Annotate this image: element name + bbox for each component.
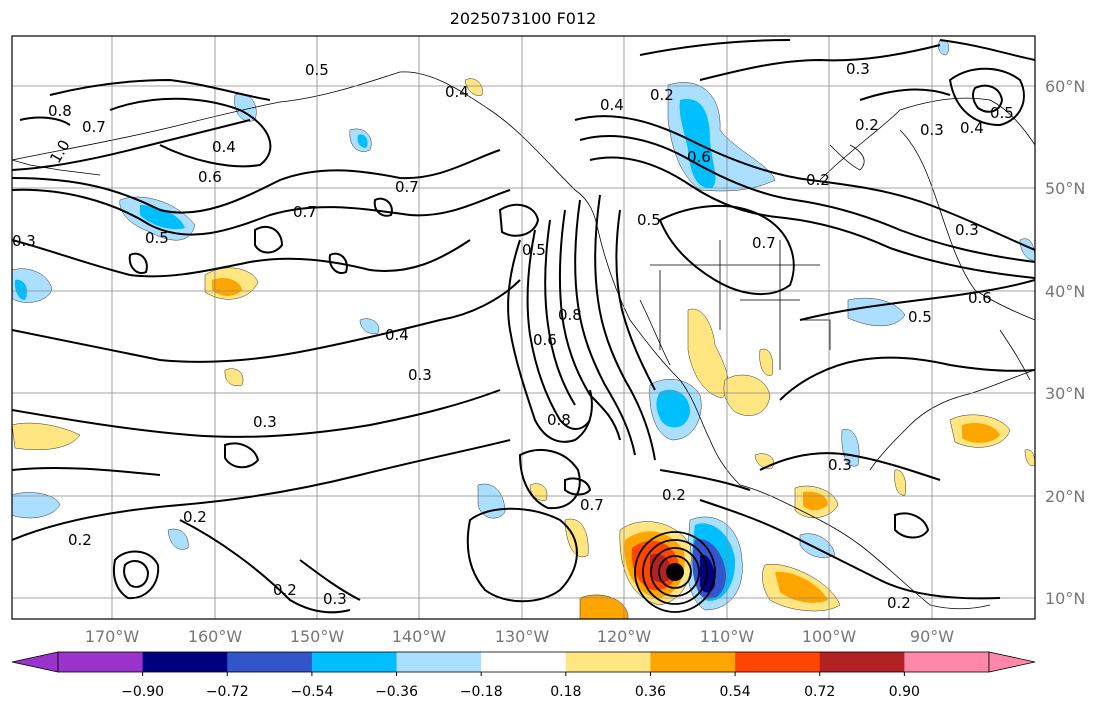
contour-label: 0.2 [273, 581, 297, 599]
contour-label: 0.4 [212, 138, 236, 156]
contour-label: 0.5 [908, 308, 932, 326]
colorbar-right-extension [988, 651, 1036, 673]
lon-label-100w: 100°W [802, 627, 857, 646]
coastlines [12, 71, 1035, 610]
colorbar-box [396, 652, 482, 672]
contour-label: 0.3 [253, 413, 277, 431]
contour-label: 0.3 [323, 590, 347, 608]
contour-label: 0.4 [600, 96, 624, 114]
contour-label: 0.5 [305, 61, 329, 79]
map-title: 2025073100 F012 [449, 9, 597, 28]
colorbar: −0.90 −0.72 −0.54 −0.36 −0.18 0.18 0.36 0.54 0.7… [11, 651, 1036, 700]
colorbar-box [565, 652, 651, 672]
contour-label: 0.5 [145, 229, 169, 247]
contour-label: 0.7 [293, 203, 317, 221]
colorbar-box [735, 652, 821, 672]
lon-label-110w: 110°W [700, 627, 755, 646]
colorbar-boxes [57, 651, 990, 673]
lat-label-40n: 40°N [1045, 282, 1085, 301]
contour-label: 0.6 [968, 289, 992, 307]
contour-label: 0.8 [48, 102, 72, 120]
contour-label: 0.3 [828, 456, 852, 474]
contour-label: 0.4 [385, 326, 409, 344]
map-frame [11, 35, 1036, 620]
latitude-axis: 60°N 50°N 40°N 30°N 20°N 10°N [1045, 77, 1085, 608]
colorbar-ticks: −0.90 −0.72 −0.54 −0.36 −0.18 0.18 0.36 0.54 0.7… [121, 672, 920, 700]
contour-label: 0.2 [887, 594, 911, 612]
colorbar-tick-label: 0.54 [720, 684, 751, 700]
contour-label: 0.2 [68, 531, 92, 549]
contour-label: 0.8 [547, 411, 571, 429]
contour-label: 0.7 [395, 178, 419, 196]
lon-label-130w: 130°W [495, 627, 550, 646]
lat-label-10n: 10°N [1045, 589, 1085, 608]
colorbar-box [650, 652, 736, 672]
lon-label-150w: 150°W [290, 627, 345, 646]
colorbar-tick-label: 0.36 [635, 684, 666, 700]
colorbar-box [311, 652, 398, 672]
colorbar-box [58, 652, 144, 672]
colorbar-tick-label: 0.90 [889, 684, 920, 700]
colorbar-tick-label: −0.72 [206, 684, 249, 700]
lon-label-170w: 170°W [85, 627, 140, 646]
lat-label-30n: 30°N [1045, 384, 1085, 403]
colorbar-tick-label: −0.36 [375, 684, 418, 700]
gridlines [12, 36, 1035, 619]
contour-label: 0.2 [183, 508, 207, 526]
contour-label: 0.3 [846, 60, 870, 78]
contour-label: 0.3 [12, 232, 36, 250]
lon-label-160w: 160°W [188, 627, 243, 646]
map-content: 0.8 0.7 1.0 0.5 0.4 0.6 0.7 0.7 0.3 0.5 … [12, 36, 1035, 619]
longitude-axis: 170°W 160°W 150°W 140°W 130°W 120°W 110°… [85, 627, 954, 646]
lon-label-140w: 140°W [392, 627, 447, 646]
colorbar-box [904, 652, 990, 672]
lat-label-20n: 20°N [1045, 487, 1085, 506]
contour-label: 0.2 [806, 171, 830, 189]
colorbar-box [481, 652, 567, 672]
lon-label-90w: 90°W [910, 627, 954, 646]
colorbar-tick-label: 0.72 [804, 684, 835, 700]
colorbar-box [819, 652, 905, 672]
contour-label: 0.2 [650, 86, 674, 104]
contour-label: 0.5 [990, 104, 1014, 122]
colorbar-box [227, 652, 313, 672]
map-background [12, 36, 1035, 619]
contour-label: 0.3 [408, 366, 432, 384]
contour-label: 0.3 [955, 221, 979, 239]
colorbar-tick-label: −0.90 [121, 684, 164, 700]
contour-label: 0.4 [445, 83, 469, 101]
storm-contours [634, 531, 716, 613]
colorbar-left-extension [11, 651, 59, 673]
lat-label-50n: 50°N [1045, 179, 1085, 198]
contour-label: 0.8 [558, 306, 582, 324]
contour-label: 0.6 [198, 168, 222, 186]
lat-label-60n: 60°N [1045, 77, 1085, 96]
contour-label: 0.5 [522, 241, 546, 259]
contour-label: 0.5 [637, 211, 661, 229]
contour-label: 0.7 [82, 118, 106, 136]
contour-label: 0.2 [662, 486, 686, 504]
contour-label: 0.7 [580, 496, 604, 514]
contour-label: 0.2 [855, 116, 879, 134]
contour-label: 0.3 [920, 121, 944, 139]
colorbar-tick-label: 0.18 [550, 684, 581, 700]
contour-label: 0.4 [960, 119, 984, 137]
colorbar-tick-label: −0.54 [290, 684, 333, 700]
colorbar-box [142, 652, 228, 672]
contour-label: 0.7 [752, 234, 776, 252]
lon-label-120w: 120°W [597, 627, 652, 646]
contour-lines [12, 39, 1035, 614]
storm-center-marker [666, 563, 684, 581]
contour-label: 0.6 [687, 148, 711, 166]
contour-labels: 0.8 0.7 1.0 0.5 0.4 0.6 0.7 0.7 0.3 0.5 … [12, 60, 1014, 612]
contour-label: 0.6 [533, 331, 557, 349]
colorbar-tick-label: −0.18 [460, 684, 503, 700]
